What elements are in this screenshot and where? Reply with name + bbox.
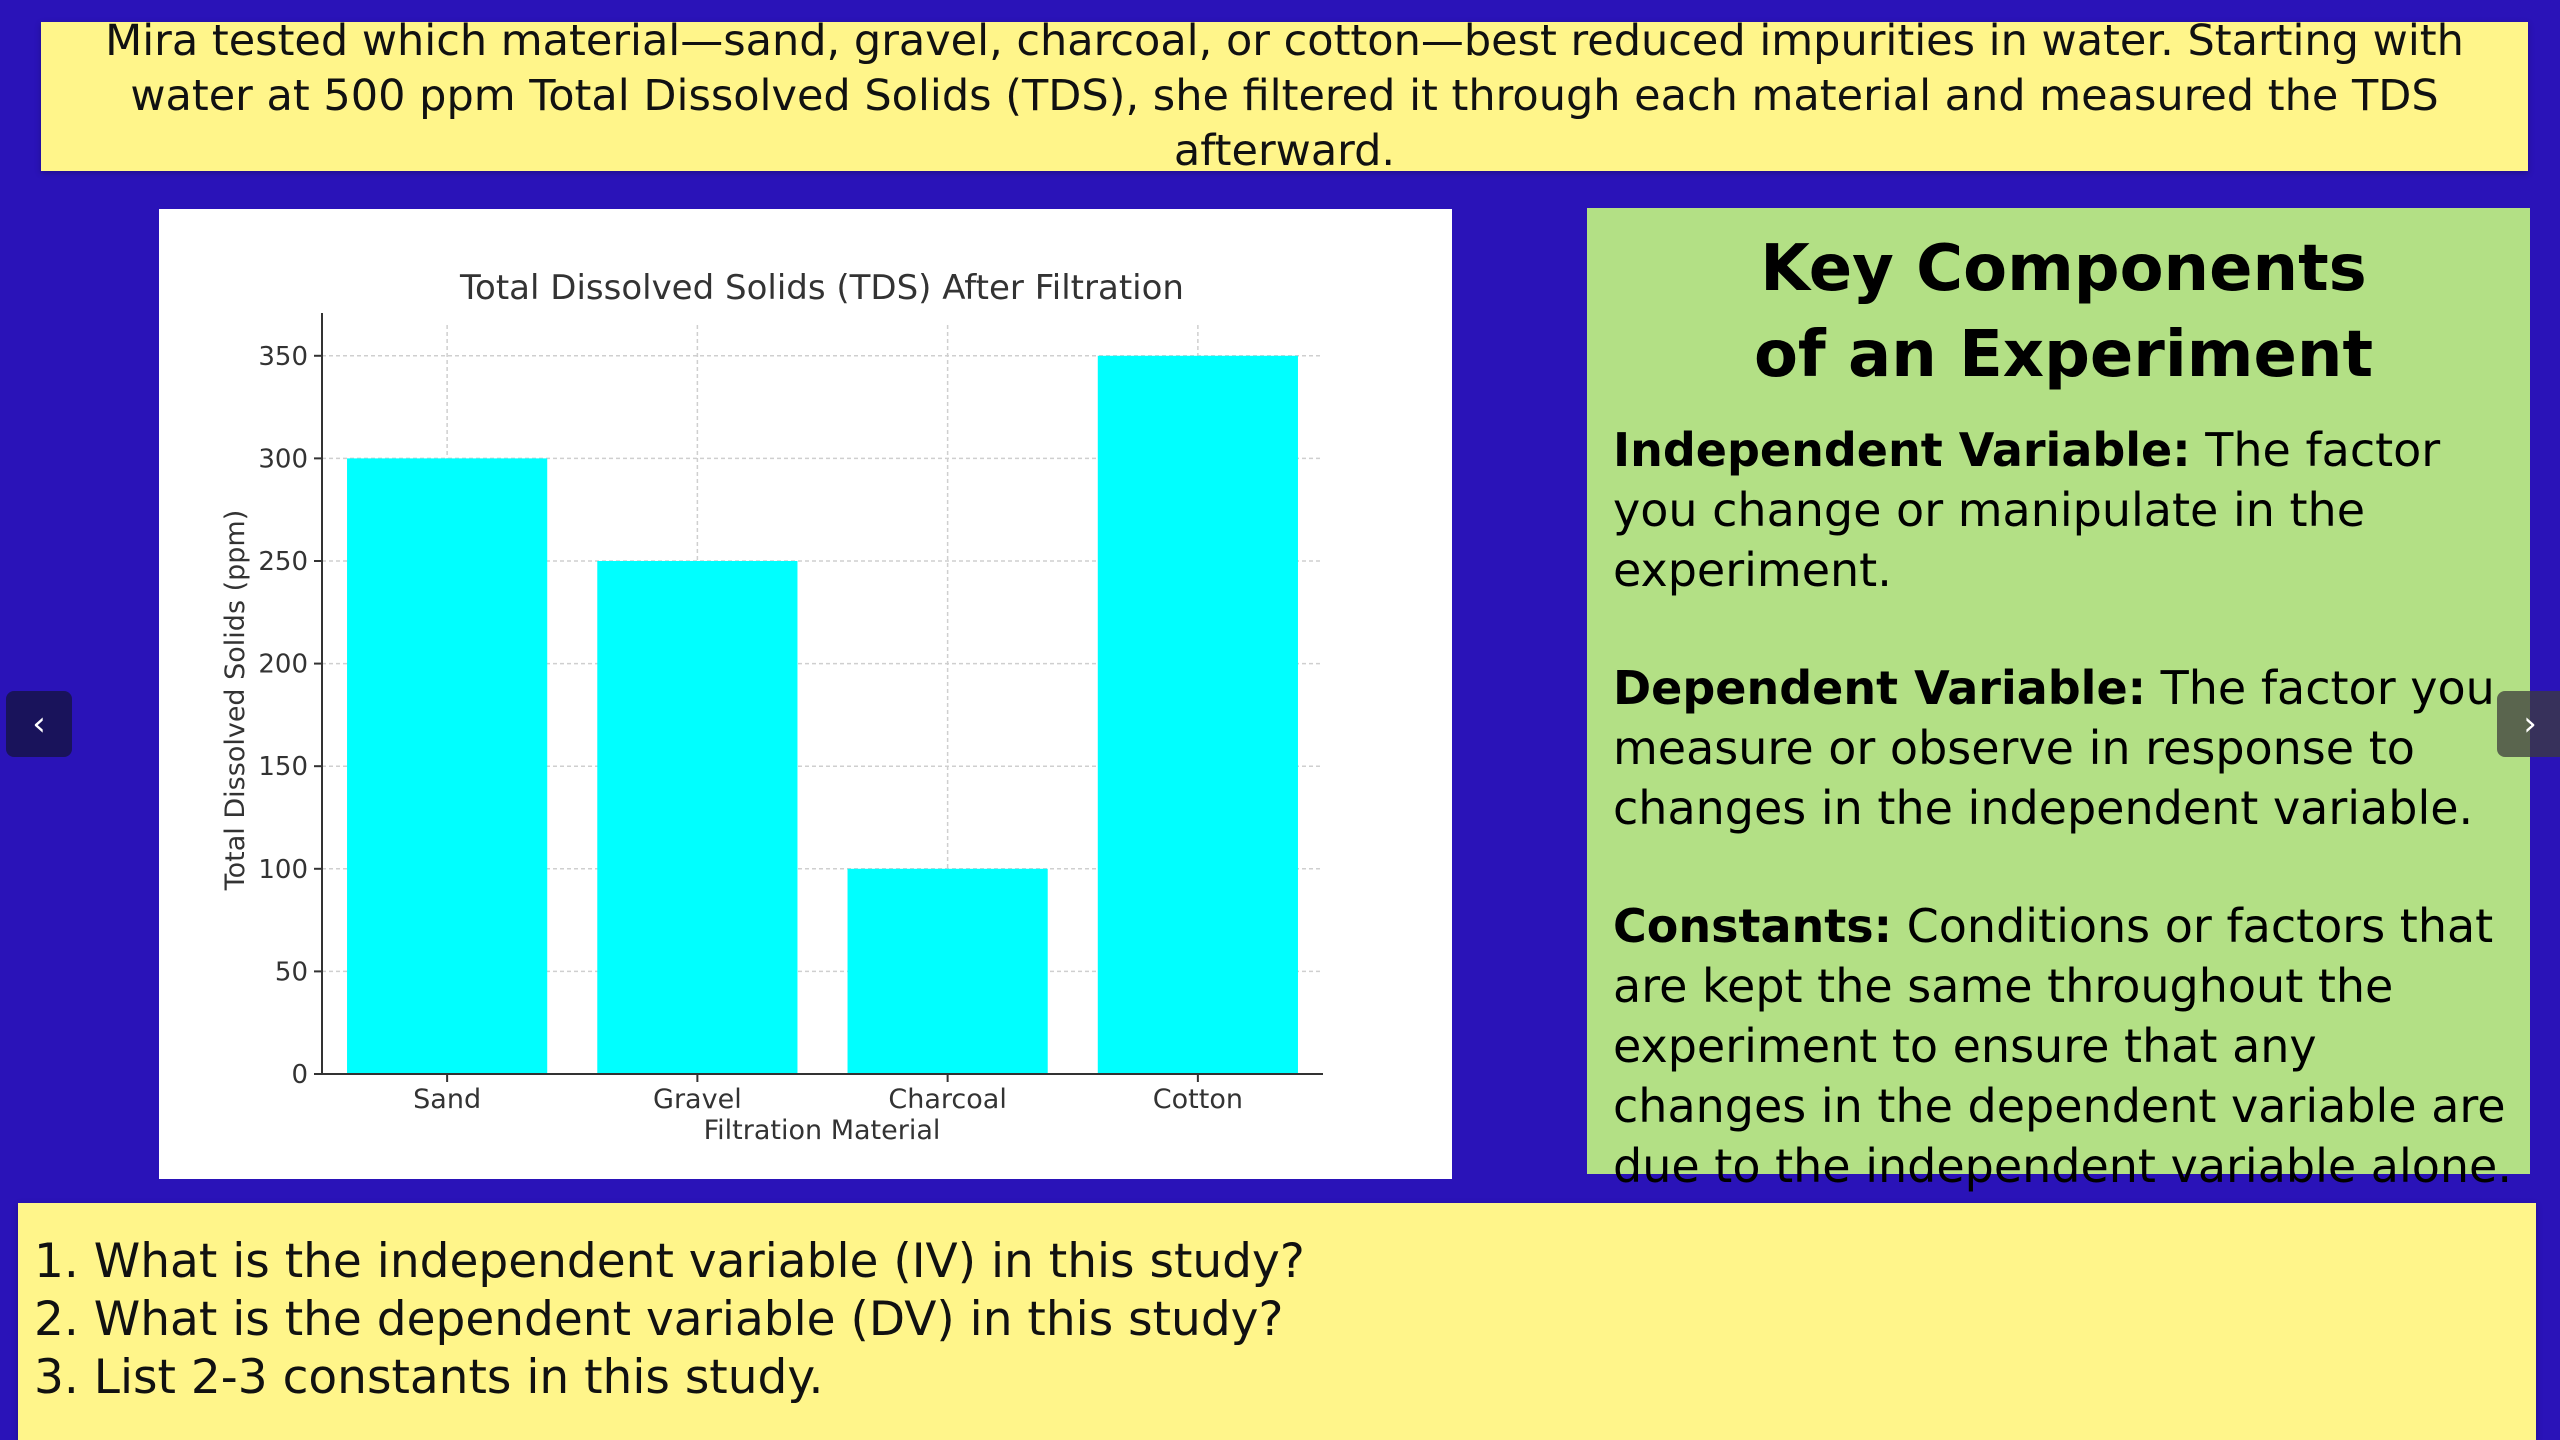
- key-components-title: Key Components of an Experiment: [1613, 226, 2514, 398]
- chart-bars: [347, 355, 1298, 1074]
- x-tick-label: Cotton: [1153, 1084, 1243, 1115]
- bar-gravel: [597, 560, 798, 1074]
- dependent-variable-text: The factor you measure or observe in res…: [1613, 661, 2495, 835]
- chart-axes: 0 50 100 150 200 250 300 350 Sand Gravel Charcoal C…: [258, 313, 1323, 1115]
- y-tick-label: 150: [258, 752, 308, 782]
- next-slide-button[interactable]: ›: [2497, 691, 2560, 757]
- key-title-line-1: Key Components: [1760, 232, 2367, 306]
- chart-title: Total Dissolved Solids (TDS) After Filtr…: [459, 268, 1184, 308]
- bar-sand: [347, 458, 548, 1074]
- intro-text: Mira tested which material—sand, gravel,…: [105, 16, 2464, 176]
- chart-y-axis-label: Total Dissolved Solids (ppm): [220, 510, 251, 892]
- chevron-left-icon: ‹: [32, 704, 46, 744]
- dependent-variable-definition: Dependent Variable: The factor you measu…: [1613, 658, 2514, 838]
- intro-box: Mira tested which material—sand, gravel,…: [41, 16, 2528, 176]
- y-tick-label: 250: [258, 547, 308, 577]
- questions-box: 1. What is the independent variable (IV)…: [18, 1203, 2536, 1440]
- question-1: 1. What is the independent variable (IV)…: [34, 1234, 1305, 1289]
- constants-term: Constants:: [1613, 899, 1893, 953]
- x-tick-label: Charcoal: [888, 1084, 1006, 1115]
- x-tick-label: Gravel: [653, 1084, 742, 1115]
- key-components-panel: Key Components of an Experiment Independ…: [1587, 208, 2530, 1193]
- chart-x-axis-label: Filtration Material: [704, 1115, 941, 1146]
- tds-bar-chart: 0 50 100 150 200 250 300 350 Sand Gravel Charcoal C…: [220, 268, 1323, 1146]
- x-tick-label: Sand: [413, 1084, 481, 1115]
- question-3: 3. List 2-3 constants in this study.: [34, 1350, 824, 1405]
- bar-charcoal: [847, 868, 1048, 1074]
- key-title-line-2: of an Experiment: [1753, 318, 2374, 392]
- chevron-right-icon: ›: [2523, 704, 2537, 744]
- previous-slide-button[interactable]: ‹: [6, 691, 72, 757]
- constants-text: Conditions or factors that are kept the …: [1613, 899, 2512, 1193]
- bar-cotton: [1097, 355, 1298, 1074]
- dependent-variable-term: Dependent Variable:: [1613, 661, 2147, 715]
- y-tick-label: 200: [258, 650, 308, 680]
- y-tick-label: 50: [275, 957, 308, 987]
- independent-variable-term: Independent Variable:: [1613, 423, 2191, 477]
- constants-definition: Constants: Conditions or factors that ar…: [1613, 896, 2514, 1196]
- y-tick-label: 300: [258, 444, 308, 474]
- independent-variable-definition: Independent Variable: The factor you cha…: [1613, 420, 2514, 600]
- question-2: 2. What is the dependent variable (DV) i…: [34, 1292, 1284, 1347]
- y-tick-label: 100: [258, 855, 308, 885]
- y-tick-label: 0: [291, 1060, 308, 1090]
- independent-variable-text: The factor you change or manipulate in t…: [1613, 423, 2441, 597]
- chart-panel: 0 50 100 150 200 250 300 350 Sand Gravel Charcoal C…: [159, 209, 1452, 1179]
- y-tick-label: 350: [258, 342, 308, 372]
